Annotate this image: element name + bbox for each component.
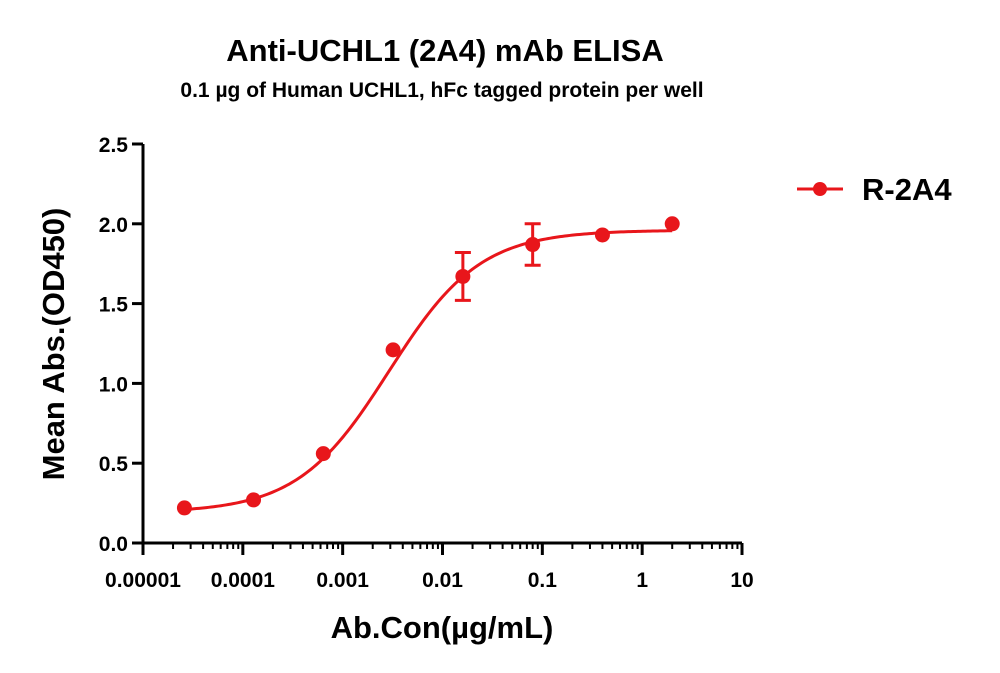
data-point-r-2a4 (176, 500, 192, 516)
x-tick-label: 0.0001 (211, 569, 276, 592)
chart-title: Anti-UCHL1 (2A4) mAb ELISA (226, 33, 663, 68)
x-tick-label: 0.00001 (105, 569, 181, 592)
fit-curve-r-2a4 (184, 229, 673, 512)
y-tick-label: 0.5 (99, 453, 129, 476)
data-point-r-2a4 (455, 268, 471, 284)
legend-marker-r-2a4 (813, 182, 827, 196)
data-point-r-2a4 (525, 237, 541, 253)
x-tick-label: 0.001 (316, 569, 369, 592)
x-axis-label: Ab.Con(µg/mL) (331, 610, 554, 645)
x-tick-label: 0.1 (528, 569, 558, 592)
data-point-r-2a4 (315, 446, 331, 462)
y-axis-label: Mean Abs.(OD450) (36, 208, 71, 481)
data-point-r-2a4 (246, 492, 262, 508)
y-tick-label: 1.5 (99, 294, 129, 317)
y-tick-label: 1.0 (99, 373, 128, 396)
x-tick-label: 0.01 (422, 569, 463, 592)
data-point-r-2a4 (385, 342, 401, 358)
y-tick-label: 0.0 (99, 533, 128, 556)
chart-subtitle: 0.1 µg of Human UCHL1, hFc tagged protei… (180, 79, 703, 102)
legend: R-2A4 (797, 172, 952, 207)
legend-label-r-2a4: R-2A4 (862, 172, 952, 207)
data-point-r-2a4 (664, 216, 680, 232)
x-tick-label: 10 (730, 569, 753, 592)
data-point-r-2a4 (594, 227, 610, 243)
x-tick-label: 1 (636, 569, 648, 592)
y-tick-label: 2.5 (99, 134, 129, 157)
y-tick-label: 2.0 (99, 214, 128, 237)
plot-area: 0.0 0.5 1.0 1.5 2.0 2.5 0.00001 0.0001 0.001 0.01… (99, 134, 754, 592)
